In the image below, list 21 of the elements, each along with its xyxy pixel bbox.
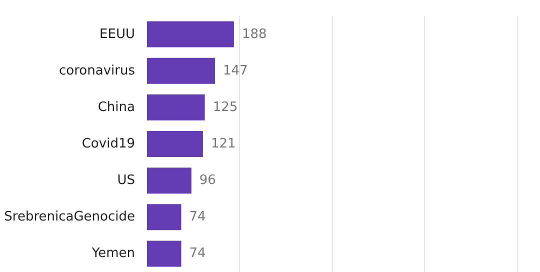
y-tick-label: EEUU [100, 26, 135, 42]
bar [147, 204, 182, 230]
y-tick-label: US [117, 173, 135, 188]
y-tick-label: coronavirus [59, 63, 136, 78]
data-label: 74 [189, 210, 206, 225]
bar [147, 21, 234, 48]
bar [147, 94, 205, 120]
bar [147, 131, 203, 157]
bar [147, 168, 192, 194]
bar [147, 58, 215, 84]
data-label: 121 [210, 136, 236, 152]
y-tick-label: China [98, 100, 135, 115]
data-label: 188 [242, 26, 267, 42]
data-label: 96 [199, 173, 216, 188]
bar [147, 240, 182, 267]
y-tick-label: Covid19 [82, 136, 135, 152]
data-label: 147 [222, 63, 248, 78]
y-tick-label: Yemen [90, 246, 135, 262]
y-tick-label: SrebrenicaGenocide [4, 210, 135, 225]
data-label: 125 [212, 100, 238, 115]
data-label: 74 [189, 246, 206, 262]
